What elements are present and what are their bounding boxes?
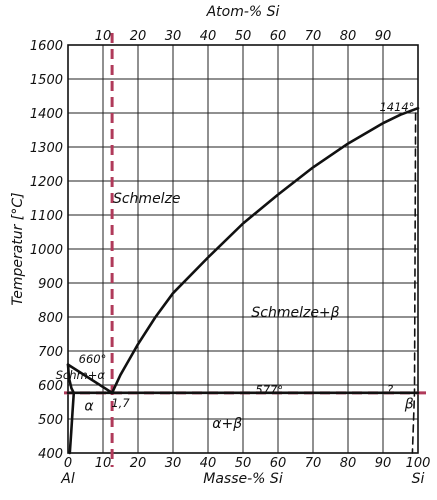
annotation-9: ?	[387, 382, 393, 396]
annotation-4: α	[84, 398, 94, 414]
y-tick-label-2: 600	[38, 379, 63, 394]
annotation-5: 1,7	[111, 396, 130, 410]
x-tick-label-4: 40	[200, 456, 217, 471]
top-tick-label-4: 50	[235, 29, 252, 44]
y-tick-label-6: 1000	[30, 243, 63, 258]
series-line-0	[66, 363, 114, 395]
annotation-7: α+β	[212, 416, 242, 432]
top-axis-title: Atom-% Si	[206, 4, 280, 20]
annotation-1: Schmelze+β	[251, 305, 339, 321]
top-tick-label-6: 70	[305, 29, 322, 44]
annotation-10: 1414°	[379, 100, 414, 114]
annotation-0: Schmelze	[113, 191, 181, 207]
y-tick-label-11: 1500	[30, 73, 63, 88]
y-tick-label-7: 1100	[30, 209, 63, 224]
plot-frame	[67, 44, 419, 454]
y-tick-label-10: 1400	[30, 107, 63, 122]
y-tick-label-3: 700	[38, 345, 63, 360]
series	[66, 106, 420, 455]
series-line-1	[110, 106, 420, 395]
annotation-6: 577°	[255, 383, 283, 397]
y-axis-title: Temperatur [°C]	[10, 192, 26, 305]
top-tick-label-3: 40	[200, 29, 217, 44]
y-tick-label-12: 1600	[30, 39, 63, 54]
y-tick-label-4: 800	[38, 311, 63, 326]
annotations: Schmelze Schmelze+β Schm+α 660° α 1,7 577° α+β β…	[56, 100, 415, 432]
annotation-8: β	[404, 397, 414, 413]
x-tick-label-2: 20	[130, 456, 147, 471]
series-line-5	[411, 112, 417, 454]
series-line-3	[68, 391, 76, 455]
y-tick-label-8: 1200	[30, 175, 63, 190]
top-tick-label-0: 10	[95, 29, 112, 44]
x-tick-label-7: 70	[305, 456, 322, 471]
top-tick-label-7: 80	[340, 29, 357, 44]
x-tick-label-3: 30	[165, 456, 182, 471]
x-tick-label-9: 90	[375, 456, 392, 471]
annotation-2: Schm+α	[56, 368, 106, 382]
top-tick-label-5: 60	[270, 29, 287, 44]
y-tick-label-0: 400	[38, 447, 63, 462]
bottom-axis-title: Masse-% Si	[203, 471, 283, 487]
x-tick-label-10: 100	[406, 456, 431, 471]
element-label-si: Si	[412, 471, 425, 487]
x-tick-label-8: 80	[340, 456, 357, 471]
x-tick-label-0: 0	[64, 456, 72, 471]
annotation-3: 660°	[79, 352, 107, 366]
element-label-al: Al	[60, 471, 75, 487]
x-tick-label-5: 50	[235, 456, 252, 471]
series-line-2	[66, 363, 76, 395]
y-tick-label-9: 1300	[30, 141, 63, 156]
y-tick-label-1: 500	[38, 413, 63, 428]
top-tick-label-2: 30	[165, 29, 182, 44]
x-tick-label-1: 10	[95, 456, 112, 471]
top-tick-label-8: 90	[375, 29, 392, 44]
y-tick-label-5: 900	[38, 277, 63, 292]
x-tick-label-6: 60	[270, 456, 287, 471]
top-tick-label-1: 20	[130, 29, 147, 44]
tick-labels: 0 10 20 30 40 50 60 70 80 90 100 10 20 30 40 50 60 70 80 90…	[30, 29, 431, 471]
